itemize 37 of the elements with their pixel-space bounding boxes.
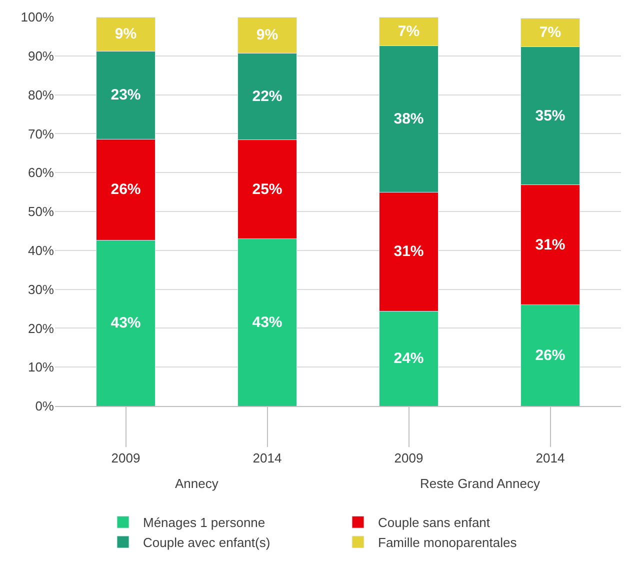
y-tick-label: 20% (28, 320, 54, 336)
x-tick-label: 2009 (111, 450, 140, 466)
data-label: 43% (110, 314, 141, 332)
data-label: 35% (535, 107, 566, 124)
text: Reste Grand Annecy (420, 476, 540, 491)
data-label: 38% (394, 110, 424, 128)
data-label: 22% (252, 88, 282, 106)
x-tick-label: 2014 (252, 450, 282, 466)
x-tick-label: 2009 (394, 450, 424, 466)
data-label: 24% (394, 350, 424, 368)
y-tick-label: 30% (28, 282, 54, 297)
text: Annecy (175, 476, 219, 491)
y-tick-label: 50% (28, 204, 54, 220)
data-label: 7% (398, 22, 420, 40)
y-tick-label: 90% (28, 48, 54, 64)
data-label: 9% (114, 26, 137, 43)
data-label: 7% (539, 24, 562, 42)
data-label: 26% (110, 181, 141, 198)
legend-label: Ménages 1 personne (143, 515, 266, 530)
y-tick-label: 80% (28, 87, 54, 102)
y-tick-label: 70% (28, 126, 54, 142)
legend-label: Couple sans enfant (378, 515, 490, 530)
data-label: 26% (535, 346, 566, 364)
y-tick-label: 0% (35, 398, 54, 414)
legend-label: Famille monoparentales (378, 535, 518, 550)
data-label: 31% (535, 236, 566, 254)
y-tick-label: 100% (20, 10, 54, 25)
y-tick-label: 60% (28, 165, 54, 180)
y-tick-label: 10% (28, 360, 54, 375)
x-tick-label: 2014 (536, 450, 565, 466)
data-label: 9% (256, 26, 278, 44)
data-label: 25% (252, 180, 282, 198)
legend-label: Couple avec enfant(s) (143, 535, 270, 550)
data-label: 23% (110, 86, 141, 104)
y-tick-label: 40% (28, 242, 54, 258)
data-label: 31% (394, 243, 424, 260)
data-label: 43% (252, 314, 282, 331)
